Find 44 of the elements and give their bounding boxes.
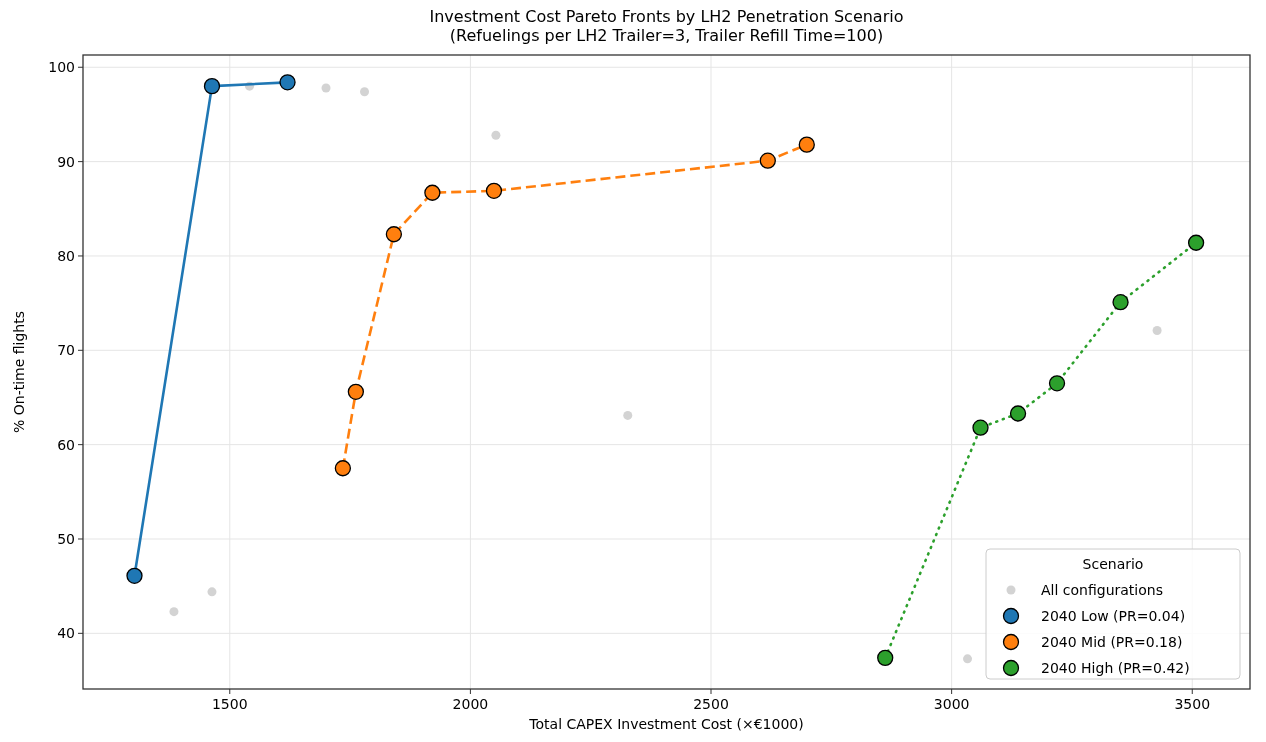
point xyxy=(1048,375,1066,392)
point xyxy=(169,607,179,617)
point xyxy=(972,419,989,436)
point xyxy=(424,184,441,201)
point xyxy=(203,77,221,95)
point xyxy=(1009,405,1027,422)
point xyxy=(279,74,296,91)
point xyxy=(207,587,217,597)
point xyxy=(877,649,894,667)
x-axis-title: Total CAPEX Investment Cost (×€1000) xyxy=(528,716,804,732)
y-tick-label: 100 xyxy=(48,59,75,76)
x-tick-label: 2500 xyxy=(693,696,729,712)
x-tick-label: 3500 xyxy=(1174,696,1211,712)
point xyxy=(347,383,365,400)
point xyxy=(1152,325,1162,335)
x-tick-label: 2000 xyxy=(452,696,489,712)
point xyxy=(385,226,403,243)
legend-label: All configurations xyxy=(1041,582,1163,598)
point xyxy=(1187,234,1205,251)
y-axis-title: % On-time flights xyxy=(11,310,27,434)
point xyxy=(963,654,973,664)
point xyxy=(485,182,503,200)
legend-label: 2040 High (PR=0.42) xyxy=(1041,660,1190,676)
x-tick-label: 1500 xyxy=(211,696,248,712)
legend-label: 2040 Low (PR=0.04) xyxy=(1041,608,1186,624)
point xyxy=(1112,294,1129,311)
y-tick-label: 50 xyxy=(57,530,75,547)
y-tick-label: 40 xyxy=(57,625,75,642)
y-tick-label: 70 xyxy=(57,342,75,359)
point xyxy=(321,83,331,93)
legend-title: Scenario xyxy=(1082,556,1144,572)
point xyxy=(759,152,776,169)
y-tick-label: 60 xyxy=(57,436,75,453)
chart-title: Investment Cost Pareto Fronts by LH2 Penetration Scenario (Refuelings per LH2 Trailer=3, Trailer Refill Time=100) xyxy=(429,7,904,45)
point xyxy=(623,410,633,420)
point xyxy=(334,460,352,477)
y-tick-label: 90 xyxy=(57,153,75,170)
y-tick-label: 80 xyxy=(57,247,75,264)
point xyxy=(360,87,370,97)
x-tick-label: 3000 xyxy=(933,696,970,712)
point xyxy=(491,130,501,140)
legend-label: 2040 Mid (PR=0.18) xyxy=(1041,634,1183,650)
point xyxy=(798,136,815,153)
point xyxy=(126,567,143,584)
